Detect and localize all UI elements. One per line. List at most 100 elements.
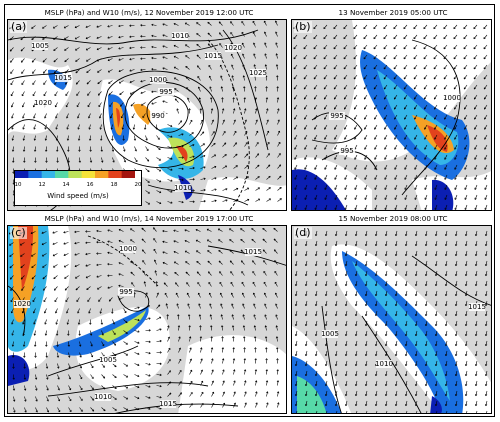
wind-arrow-head xyxy=(30,231,33,235)
wind-arrow xyxy=(10,69,14,74)
wind-arrow-head xyxy=(244,402,247,405)
wind-arrow-head xyxy=(52,231,55,234)
wind-arrow xyxy=(64,47,69,51)
wind-arrow xyxy=(353,44,358,50)
wind-arrow-head xyxy=(393,27,396,30)
wind-arrow-head xyxy=(179,358,182,361)
wind-arrow-head xyxy=(324,244,328,247)
wind-arrow xyxy=(89,124,91,130)
wind-arrow-head xyxy=(164,292,167,295)
wind-arrow-head xyxy=(393,57,396,60)
wind-arrow xyxy=(373,64,378,70)
wind-arrow xyxy=(425,360,428,366)
wind-arrow xyxy=(295,330,298,336)
wind-arrow-head xyxy=(201,380,204,383)
wind-arrow xyxy=(178,201,184,203)
wind-arrow xyxy=(434,104,438,110)
wind-arrow xyxy=(325,300,328,306)
wind-arrow xyxy=(294,144,298,150)
wind-arrow-head xyxy=(464,157,467,160)
wind-arrow-head xyxy=(253,42,256,45)
wind-arrow xyxy=(12,341,14,347)
wind-arrow xyxy=(465,300,468,306)
wind-arrow-head xyxy=(125,331,128,334)
wind-arrow-head xyxy=(294,197,297,200)
wind-arrow-head xyxy=(473,77,476,80)
wind-arrow xyxy=(218,260,223,265)
wind-arrow-head xyxy=(253,53,256,56)
wind-arrow xyxy=(53,47,58,51)
wind-arrow-head xyxy=(424,147,427,150)
wind-arrow xyxy=(134,374,140,377)
wind-arrow-head xyxy=(374,234,378,237)
wind-arrow-head xyxy=(373,57,376,60)
wind-arrow-head xyxy=(394,324,398,327)
wind-arrow-head xyxy=(232,97,235,100)
wind-arrow-head xyxy=(206,228,209,231)
wind-arrow xyxy=(55,113,58,119)
wind-arrow xyxy=(405,230,408,236)
wind-arrow xyxy=(484,194,488,200)
wind-arrow xyxy=(185,76,190,81)
wind-arrow-head xyxy=(384,157,387,160)
wind-arrow-head xyxy=(384,294,388,297)
wind-arrow xyxy=(32,69,36,74)
wind-arrow-head xyxy=(233,369,236,372)
wind-arrow xyxy=(365,250,368,256)
wind-arrow xyxy=(425,380,428,386)
wind-arrow xyxy=(197,282,201,287)
wind-arrow xyxy=(110,113,113,119)
wind-arrow-head xyxy=(23,160,26,163)
wind-arrow xyxy=(107,25,113,27)
wind-arrow-head xyxy=(303,37,306,40)
wind-arrow xyxy=(315,300,318,306)
wind-arrow-head xyxy=(483,37,486,40)
wind-arrow xyxy=(315,320,318,326)
wind-arrow-head xyxy=(107,70,110,73)
wind-arrow-head xyxy=(464,107,467,110)
wind-arrow xyxy=(255,369,257,375)
wind-arrow-head xyxy=(424,374,428,377)
isobar-label-bg xyxy=(32,42,48,50)
wind-arrow xyxy=(185,22,190,26)
wind-arrow xyxy=(385,250,388,256)
wind-arrow-head xyxy=(394,244,398,247)
wind-arrow-head xyxy=(58,410,61,413)
wind-arrow-head xyxy=(264,325,267,328)
wind-arrow xyxy=(22,124,25,130)
wind-arrow xyxy=(53,25,58,29)
wind-arrow xyxy=(197,65,201,70)
wind-arrow xyxy=(57,363,59,369)
wind-arrow-head xyxy=(268,187,271,190)
wind-arrow-head xyxy=(230,21,233,24)
wind-arrow-head xyxy=(159,201,162,205)
wind-arrow-head xyxy=(354,244,358,247)
wind-arrow-head xyxy=(354,324,358,327)
wind-arrow xyxy=(313,94,318,100)
wind-arrow-head xyxy=(314,264,318,267)
wind-arrow xyxy=(315,240,318,246)
wind-arrow xyxy=(375,270,378,276)
wind-arrow-head xyxy=(96,275,99,278)
wind-arrow-head xyxy=(189,358,192,361)
wind-arrow-head xyxy=(394,157,397,160)
wind-arrow xyxy=(315,400,318,406)
wind-arrow-head xyxy=(57,388,60,391)
wind-arrow-head xyxy=(384,127,387,130)
wind-arrow xyxy=(46,374,48,380)
wind-arrow-head xyxy=(158,158,161,161)
wind-arrow xyxy=(35,374,37,380)
wind-arrow xyxy=(255,391,257,397)
wind-arrow-head xyxy=(404,264,408,267)
wind-arrow-head xyxy=(434,394,438,397)
wind-arrow xyxy=(304,154,308,160)
wind-arrow-head xyxy=(151,102,154,105)
wind-arrow xyxy=(43,91,47,96)
wind-arrow xyxy=(335,300,338,306)
wind-arrow-head xyxy=(243,336,246,339)
wind-arrow xyxy=(455,230,458,236)
wind-arrow-head xyxy=(403,77,406,80)
panel-b-label: (b) xyxy=(294,20,312,33)
wind-arrow xyxy=(156,340,162,342)
wind-arrow-head xyxy=(434,274,438,277)
